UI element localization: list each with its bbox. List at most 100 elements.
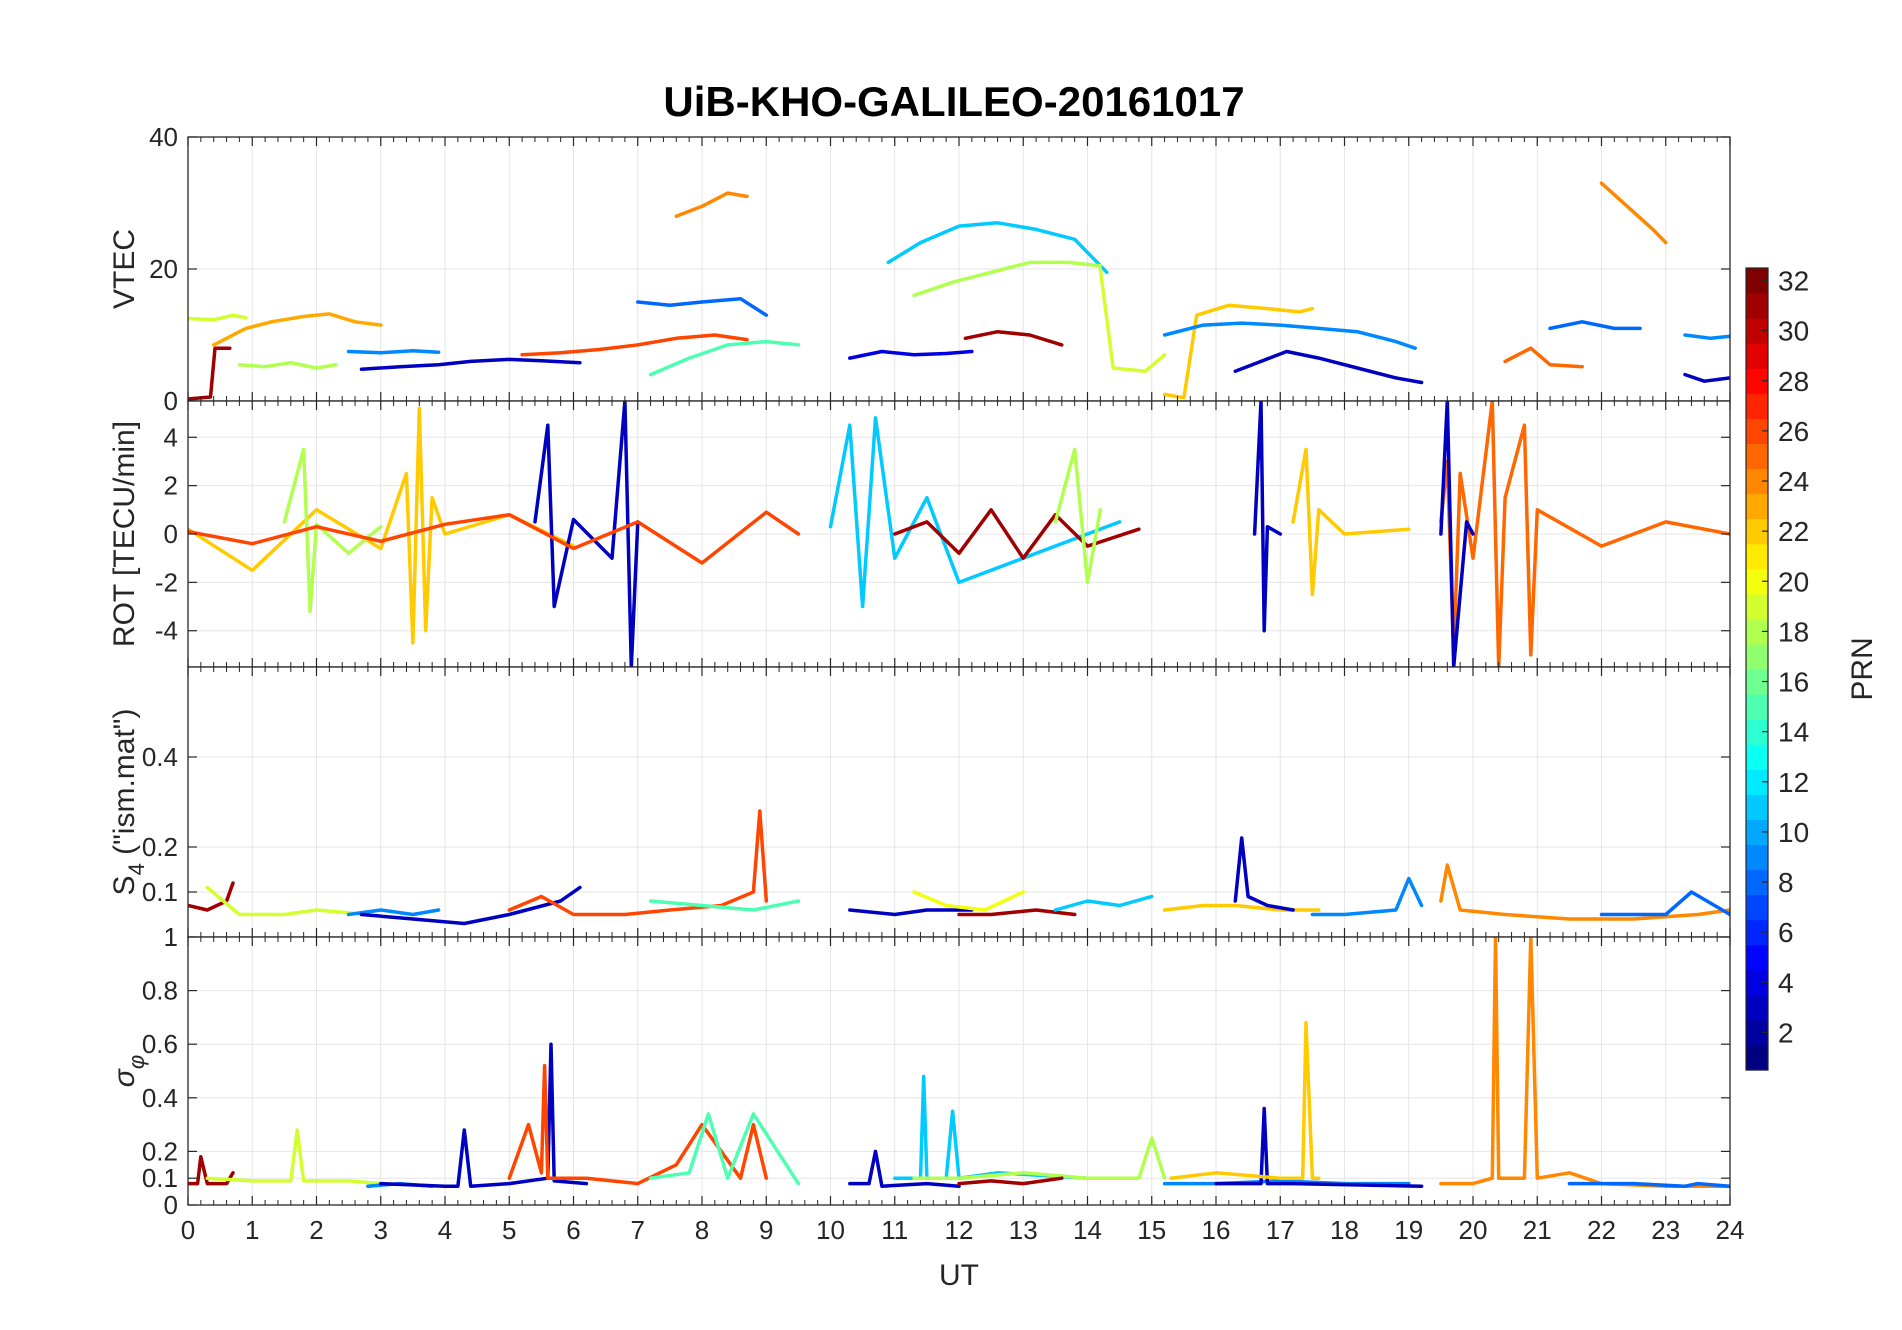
series-line-prn-31 bbox=[963, 329, 1064, 347]
colorbar-swatch bbox=[1746, 543, 1768, 570]
series-line-prn-25 bbox=[1503, 346, 1584, 369]
panel-s4: 0.10.20.4S4 ("ism.mat") bbox=[108, 666, 1731, 938]
colorbar-tick-label: 18 bbox=[1778, 616, 1809, 647]
series-line-prn-15 bbox=[648, 899, 801, 912]
series-group bbox=[188, 937, 1730, 1188]
panel-rot: -4 -2 0 2 4 ROT [TECU/min] bbox=[108, 400, 1731, 668]
colorbar-swatch bbox=[1746, 894, 1768, 921]
colorbar-tick-label: 16 bbox=[1778, 667, 1809, 698]
colorbar-tick-label: 14 bbox=[1778, 717, 1809, 748]
series-line-prn-22 bbox=[1162, 303, 1315, 400]
y-tick-label: 0 bbox=[164, 386, 178, 416]
series-line-prn-20 bbox=[912, 890, 1025, 912]
y-tick-label: 0.2 bbox=[142, 1136, 178, 1166]
series-line-prn-22 bbox=[1169, 1021, 1321, 1180]
colorbar-tick-label: 4 bbox=[1778, 967, 1794, 998]
series-line-prn-3 bbox=[848, 1149, 961, 1188]
series-line-prn-11 bbox=[886, 221, 1109, 275]
y-tick-label: 2 bbox=[164, 471, 178, 501]
colorbar-tick-label: 2 bbox=[1778, 1017, 1794, 1048]
y-label-main: σ bbox=[108, 1067, 141, 1087]
y-tick-label: 20 bbox=[149, 254, 178, 284]
series-line-prn-11 bbox=[1053, 894, 1154, 912]
y-axis-label: VTEC bbox=[108, 229, 141, 309]
colorbar-swatch bbox=[1746, 919, 1768, 946]
x-tick-label: 17 bbox=[1266, 1215, 1295, 1245]
x-tick-label: 8 bbox=[695, 1215, 709, 1245]
x-tick-label: 4 bbox=[438, 1215, 452, 1245]
x-tick-label: 24 bbox=[1716, 1215, 1745, 1245]
colorbar-swatch bbox=[1746, 493, 1768, 520]
series-line-prn-31 bbox=[188, 881, 235, 912]
colorbar-swatch bbox=[1746, 1044, 1768, 1071]
series-line-prn-18 bbox=[282, 447, 383, 614]
series-line-prn-25 bbox=[1439, 401, 1730, 667]
colorbar-swatch bbox=[1746, 719, 1768, 745]
colorbar-tick-label: 26 bbox=[1778, 416, 1809, 447]
colorbar-tick-label: 28 bbox=[1778, 366, 1809, 397]
x-axis: 0 1 2 3 4 5 6 7 8 9 10 11 12 13 14 15 16 17 18 19 20 21 22 23 24… bbox=[181, 1215, 1745, 1292]
colorbar-swatch bbox=[1746, 944, 1768, 971]
x-tick-label: 10 bbox=[816, 1215, 845, 1245]
panel-sigma-phi: 00.10.2 0.4 0.6 0.8 1 σφ bbox=[108, 922, 1731, 1220]
x-tick-label: 21 bbox=[1523, 1215, 1552, 1245]
chart-title: UiB-KHO-GALILEO-20161017 bbox=[663, 78, 1244, 125]
y-label-rest: ("ism.mat") bbox=[108, 709, 141, 864]
y-tick-label: -2 bbox=[155, 567, 178, 597]
series-line-prn-31 bbox=[188, 346, 232, 401]
colorbar-swatch bbox=[1746, 468, 1768, 495]
colorbar-tick-label: 6 bbox=[1778, 917, 1794, 948]
colorbar-swatch bbox=[1746, 1019, 1768, 1046]
colorbar-tick-label: 10 bbox=[1778, 817, 1809, 848]
series-line-prn-26 bbox=[507, 1063, 769, 1186]
series-line-prn-3 bbox=[1233, 836, 1295, 912]
y-tick-label: 0 bbox=[164, 1190, 178, 1220]
colorbar-tick-label: 32 bbox=[1778, 266, 1809, 297]
y-tick-label: 0.6 bbox=[142, 1029, 178, 1059]
colorbar-swatch bbox=[1746, 343, 1768, 369]
x-tick-label: 22 bbox=[1587, 1215, 1616, 1245]
series-line-prn-8 bbox=[636, 296, 769, 317]
colorbar-swatch bbox=[1746, 293, 1768, 319]
x-tick-label: 1 bbox=[245, 1215, 259, 1245]
colorbar-tick-label: 24 bbox=[1778, 466, 1809, 497]
series-line-prn-23 bbox=[211, 312, 383, 347]
series-line-prn-15 bbox=[648, 339, 801, 377]
series-line-prn-26 bbox=[507, 809, 769, 917]
series-line-prn-3 bbox=[359, 357, 582, 372]
series-line-prn-24 bbox=[674, 191, 749, 218]
y-tick-label: 1 bbox=[164, 922, 178, 952]
colorbar-swatch bbox=[1746, 318, 1768, 344]
series-line-prn-31 bbox=[957, 1176, 1064, 1186]
series-line-prn-9 bbox=[1683, 333, 1730, 341]
x-tick-label: 2 bbox=[309, 1215, 323, 1245]
colorbar-label: PRN bbox=[1846, 637, 1879, 700]
series-line-prn-8 bbox=[1567, 1181, 1730, 1188]
series-line-prn-19 bbox=[1098, 267, 1167, 374]
colorbar-tick-label: 20 bbox=[1778, 566, 1809, 597]
x-tick-label: 6 bbox=[566, 1215, 580, 1245]
series-line-prn-26 bbox=[188, 510, 801, 565]
x-tick-label: 12 bbox=[945, 1215, 974, 1245]
series-line-prn-18 bbox=[1053, 447, 1103, 585]
series-line-prn-31 bbox=[957, 908, 1077, 917]
series-line-prn-26 bbox=[520, 333, 749, 357]
colorbar-swatch bbox=[1746, 994, 1768, 1021]
y-label-sub: 4 bbox=[124, 863, 149, 875]
panel-vtec: 0 20 40 VTEC bbox=[108, 122, 1731, 416]
series-line-prn-3 bbox=[1439, 401, 1475, 667]
x-tick-label: 3 bbox=[374, 1215, 388, 1245]
y-tick-label: 0.1 bbox=[142, 877, 178, 907]
colorbar-swatch bbox=[1746, 393, 1768, 419]
x-tick-label: 23 bbox=[1651, 1215, 1680, 1245]
series-line-prn-3 bbox=[848, 908, 974, 917]
y-tick-label: 0 bbox=[164, 519, 178, 549]
series-line-prn-18 bbox=[912, 1136, 1167, 1180]
colorbar-frame bbox=[1745, 267, 1769, 1071]
colorbar-swatch bbox=[1746, 568, 1768, 595]
series-line-prn-24 bbox=[1599, 181, 1668, 245]
x-tick-label: 5 bbox=[502, 1215, 516, 1245]
colorbar-swatch bbox=[1746, 819, 1768, 846]
